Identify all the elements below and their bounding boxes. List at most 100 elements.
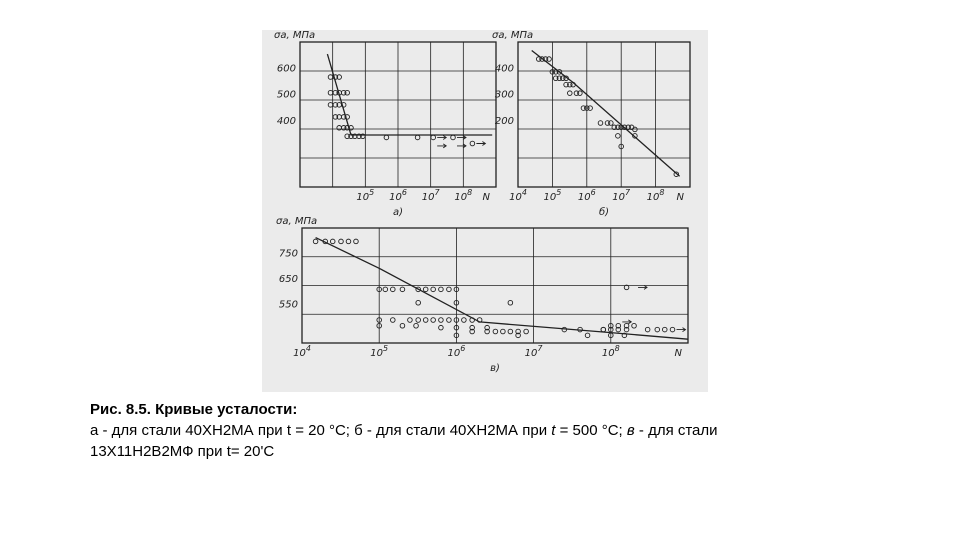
- data-point: [376, 286, 382, 293]
- data-point: [415, 286, 421, 293]
- data-point: [608, 326, 614, 333]
- data-point: [476, 317, 483, 323]
- data-point: [507, 300, 514, 306]
- x-tick-label: 106: [447, 344, 465, 359]
- data-point: [515, 332, 521, 339]
- data-point: [390, 286, 396, 293]
- data-point: [560, 75, 566, 82]
- data-point: [570, 81, 576, 88]
- data-point: [353, 238, 359, 245]
- y-tick-label: 750: [279, 249, 298, 260]
- data-point: [546, 56, 552, 62]
- caption-line-2: 13Х11Н2В2МФ при t= 20'С: [90, 443, 275, 460]
- data-point: [623, 284, 630, 291]
- y-tick-label: 550: [279, 300, 298, 311]
- chart-panel-2: σa, МПа 400 300 200 104 105 106 107 108 Nб): [492, 30, 691, 218]
- data-point: [567, 81, 573, 88]
- data-point: [332, 102, 339, 108]
- data-point: [415, 300, 421, 306]
- data-point: [453, 332, 460, 339]
- data-point: [399, 323, 406, 329]
- data-point: [327, 74, 334, 80]
- x-tick-label: 107: [612, 188, 631, 203]
- data-point: [484, 324, 490, 331]
- data-point: [615, 326, 622, 333]
- chart-panel-3: σa, МПа 750 650 550 104 105 106 107 108 Nв): [276, 216, 689, 374]
- data-point: [399, 286, 406, 293]
- data-point: [618, 143, 624, 150]
- data-point: [621, 124, 628, 131]
- data-point: [469, 140, 476, 147]
- y-tick-label: 650: [279, 274, 298, 285]
- data-point: [623, 323, 630, 329]
- data-point: [580, 105, 587, 111]
- chart-panel-1: σa, МПа 600 500 400 105 106 107 108 Nа): [274, 30, 497, 218]
- runout-arrow: [638, 285, 648, 290]
- data-point: [336, 74, 342, 80]
- panel-label: а): [393, 207, 403, 218]
- data-point: [356, 133, 362, 139]
- data-point: [618, 124, 624, 131]
- data-point: [573, 90, 580, 96]
- data-point: [344, 114, 350, 120]
- plot-frame: [517, 41, 691, 188]
- y-axis-label: σa, МПа: [276, 216, 317, 227]
- x-tick-label: 106: [389, 188, 407, 203]
- data-point: [515, 328, 521, 335]
- runout-arrow: [676, 327, 687, 332]
- data-point: [669, 326, 676, 333]
- caption-text-c: - для стали: [634, 422, 718, 439]
- data-point: [577, 326, 583, 333]
- data-point: [340, 102, 347, 108]
- data-point: [631, 323, 637, 329]
- data-point: [549, 69, 556, 75]
- runout-arrow: [457, 143, 467, 149]
- x-tick-label: 104: [509, 188, 527, 203]
- data-point: [414, 134, 421, 141]
- data-point: [446, 286, 452, 293]
- x-tick-label: 106: [578, 188, 596, 203]
- x-tick-label: 104: [293, 344, 311, 359]
- caption-text-a: а - для стали 40ХН2МА при t = 20 °С; б -…: [90, 422, 552, 439]
- panel-label: б): [599, 206, 609, 218]
- data-point: [552, 69, 559, 75]
- data-point: [446, 317, 452, 323]
- data-point: [329, 238, 336, 245]
- data-point: [453, 300, 460, 306]
- y-tick-label: 500: [277, 90, 296, 101]
- data-point: [413, 323, 419, 329]
- data-point: [382, 286, 389, 293]
- caption-t-variable: t: [551, 422, 556, 439]
- data-point: [383, 134, 390, 141]
- data-point: [348, 125, 354, 131]
- data-point: [407, 317, 413, 323]
- data-point: [360, 133, 366, 139]
- data-point: [621, 332, 628, 339]
- data-point: [376, 323, 382, 329]
- data-point: [390, 317, 396, 323]
- runout-arrow: [622, 319, 633, 325]
- data-point: [556, 69, 563, 75]
- data-point: [615, 323, 622, 329]
- data-point: [430, 134, 436, 141]
- data-point: [332, 90, 339, 96]
- data-point: [615, 133, 621, 139]
- data-point: [453, 317, 460, 323]
- figure-caption: Рис. 8.5. Кривые усталости: а - для стал…: [90, 399, 890, 462]
- y-tick-label: 300: [495, 90, 514, 101]
- panel-label: в): [490, 363, 500, 374]
- data-point: [523, 328, 529, 335]
- data-point: [336, 125, 342, 131]
- data-point: [438, 286, 444, 293]
- x-tick-label: 108: [454, 188, 472, 203]
- caption-text-b: = 500 °С;: [555, 422, 627, 439]
- data-point: [344, 125, 350, 131]
- runout-arrow: [457, 135, 467, 140]
- data-point: [348, 133, 354, 139]
- y-tick-label: 200: [495, 116, 514, 127]
- data-point: [608, 120, 614, 126]
- caption-title: Рис. 8.5. Кривые усталости:: [90, 401, 298, 418]
- data-point: [430, 317, 436, 323]
- data-point: [567, 90, 573, 96]
- runout-arrow: [437, 143, 448, 149]
